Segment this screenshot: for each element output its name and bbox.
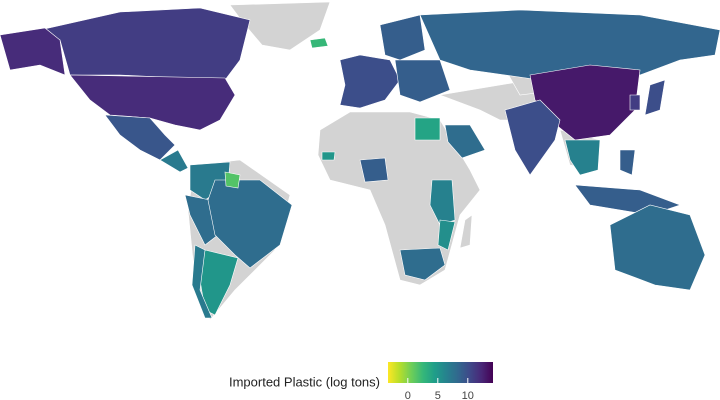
country bbox=[437, 219, 456, 251]
legend-title: Imported Plastic (log tons) bbox=[229, 374, 380, 389]
country bbox=[339, 54, 401, 109]
country bbox=[0, 27, 236, 131]
country bbox=[159, 149, 189, 173]
country bbox=[504, 99, 561, 176]
country bbox=[444, 124, 486, 159]
country bbox=[619, 149, 636, 176]
land bbox=[459, 214, 473, 249]
colorbar-tick-label: 5 bbox=[435, 390, 441, 400]
country bbox=[419, 9, 720, 81]
country bbox=[399, 247, 446, 281]
country bbox=[104, 114, 176, 161]
regions bbox=[0, 7, 720, 319]
country bbox=[394, 59, 451, 103]
country bbox=[39, 7, 251, 81]
colorbar-tick-label: 10 bbox=[462, 390, 474, 400]
colorbar bbox=[388, 362, 493, 383]
country bbox=[609, 204, 706, 291]
country bbox=[309, 37, 329, 49]
country bbox=[644, 79, 666, 116]
country bbox=[629, 94, 641, 111]
country bbox=[321, 151, 336, 161]
colorbar-tick-label: 0 bbox=[405, 390, 411, 400]
country bbox=[414, 117, 441, 141]
country bbox=[564, 139, 601, 176]
country bbox=[191, 244, 213, 319]
country bbox=[207, 179, 293, 269]
country bbox=[224, 171, 241, 189]
country bbox=[379, 14, 426, 61]
country bbox=[359, 157, 389, 183]
